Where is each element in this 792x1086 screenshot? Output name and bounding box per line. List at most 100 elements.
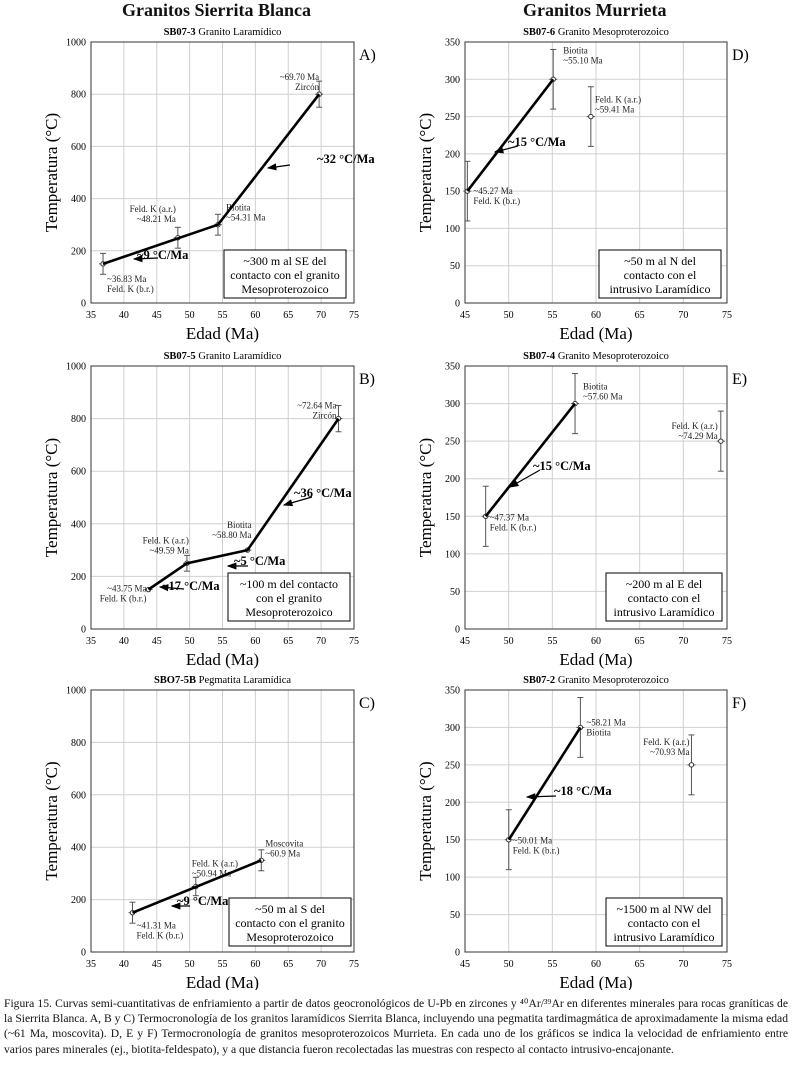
note-line: contacto con el (624, 268, 697, 282)
y-tick-label: 250 (445, 760, 460, 771)
x-tick-label: 75 (722, 636, 732, 647)
note-line: Mesoproterozoico (245, 605, 332, 619)
y-tick-label: 200 (445, 798, 460, 809)
note-box (605, 572, 723, 622)
y-tick-label: 0 (81, 948, 86, 959)
x-axis-label: Edad (Ma) (186, 650, 259, 669)
note-box (598, 249, 722, 299)
y-tick-label: 300 (445, 75, 460, 86)
x-axis-label: Edad (Ma) (186, 324, 259, 343)
x-tick-label: 55 (547, 959, 557, 970)
y-tick-label: 300 (445, 723, 460, 734)
point-label: Feld. K (b.r.) (513, 846, 560, 856)
y-tick-label: 350 (445, 686, 460, 697)
cooling-path-line (102, 93, 321, 266)
point-label: Biotita (227, 520, 252, 530)
x-tick-label: 55 (218, 959, 228, 970)
point-label: ~60.9 Ma (265, 848, 300, 858)
chart-title-rest: Granito Mesoproterozoico (555, 27, 669, 38)
point-label: Feld. K (a.r.) (143, 535, 189, 545)
y-tick-label: 200 (71, 246, 86, 257)
y-tick-label: 200 (71, 895, 86, 906)
x-tick-label: 50 (185, 310, 195, 321)
point-label: Biotita (563, 45, 588, 55)
point-label: ~43.75 Ma (107, 584, 146, 594)
point-label: Feld. K (b.r.) (136, 931, 183, 941)
x-tick-label: 65 (283, 959, 293, 970)
point-label: ~47.37 Ma (490, 512, 529, 522)
point-label: ~70.93 Ma (650, 747, 689, 757)
point-label: Biotita (226, 203, 251, 213)
x-tick-label: 70 (316, 959, 326, 970)
y-tick-label: 800 (71, 90, 86, 101)
y-tick-label: 0 (81, 625, 86, 636)
x-tick-label: 60 (250, 636, 260, 647)
cooling-rate-label: ~32 °C/Ma (317, 152, 375, 166)
cooling-rate-label: ~17 °C/Ma (162, 579, 220, 593)
cooling-rate-label: ~9 °C/Ma (177, 894, 229, 908)
y-tick-label: 1000 (66, 362, 86, 373)
x-tick-label: 65 (635, 636, 645, 647)
y-tick-label: 100 (445, 873, 460, 884)
plot-frame (464, 689, 728, 953)
y-tick-label: 50 (450, 261, 460, 272)
note-line: ~100 m del contacto (240, 577, 338, 591)
point-label: ~45.27 Ma (473, 186, 512, 196)
left-column-title: Granitos Sierrita Blanca (122, 0, 311, 20)
chart-title: SBO7-5B Pegmatita Laramídica (154, 675, 291, 686)
plot-frame (90, 689, 355, 953)
chart-title-sample: SB07-5 (164, 351, 196, 362)
point-label: ~57.60 Ma (583, 392, 622, 402)
chart-title: SB07-3 Granito Laramídico (164, 27, 282, 38)
x-tick-label: 60 (591, 636, 601, 647)
cooling-rate-label: ~18 °C/Ma (554, 784, 612, 798)
point-label: ~54.31 Ma (226, 213, 265, 223)
rate-arrow (282, 496, 313, 507)
y-axis-label: Temperatura (°C) (42, 438, 61, 557)
chart-title-rest: Granito Laramídico (196, 27, 282, 38)
y-tick-label: 1000 (66, 686, 86, 697)
x-tick-label: 75 (349, 636, 359, 647)
chart-title: SB07-2 Granito Mesoproterozoico (523, 675, 669, 686)
x-tick-label: 45 (152, 959, 162, 970)
x-tick-label: 70 (678, 959, 688, 970)
chart-title-rest: Pegmatita Laramídica (196, 675, 291, 686)
panel-letter: F) (732, 695, 746, 712)
y-tick-label: 600 (71, 142, 86, 153)
y-tick-label: 400 (71, 843, 86, 854)
chart-title-sample: SBO7-5B (154, 675, 196, 686)
point-label: Feld. K (a.r.) (595, 95, 641, 105)
x-axis-label: Edad (Ma) (559, 973, 632, 990)
chart-b: 35 40 45 50 55 60 65 70 75 0 200 400 600 800 1000 Edad … (42, 351, 375, 669)
x-tick-label: 60 (250, 310, 260, 321)
cooling-path-line (507, 726, 582, 841)
y-tick-label: 150 (445, 512, 460, 523)
panel-letter: E) (732, 371, 747, 388)
note-line: intrusivo Laramídico (610, 282, 711, 296)
y-tick-label: 150 (445, 835, 460, 846)
plot-frame (90, 365, 355, 630)
panel-letter: D) (732, 47, 749, 64)
note-box (223, 249, 347, 299)
x-tick-label: 60 (591, 959, 601, 970)
data-point (718, 438, 724, 444)
x-tick-label: 50 (185, 636, 195, 647)
cooling-rate-label: ~36 °C/Ma (294, 486, 352, 500)
note-box (605, 897, 723, 947)
x-tick-label: 70 (678, 310, 688, 321)
x-tick-label: 75 (722, 959, 732, 970)
x-tick-label: 50 (504, 959, 514, 970)
x-tick-label: 35 (86, 636, 96, 647)
x-axis-label: Edad (Ma) (559, 324, 632, 343)
chart-title-sample: SB07-6 (523, 27, 555, 38)
note-box (227, 572, 351, 622)
point-label: Moscovita (265, 838, 303, 848)
y-tick-label: 350 (445, 38, 460, 49)
y-tick-label: 0 (455, 625, 460, 636)
point-label: ~69.70 Ma (280, 72, 319, 82)
x-tick-label: 40 (119, 959, 129, 970)
y-tick-label: 0 (81, 299, 86, 310)
point-label: Zircón (312, 411, 336, 421)
chart-e: 45 50 55 60 65 70 75 0 50 100 150 200 250 300 350 Edad … (416, 351, 747, 669)
y-tick-label: 100 (445, 549, 460, 560)
